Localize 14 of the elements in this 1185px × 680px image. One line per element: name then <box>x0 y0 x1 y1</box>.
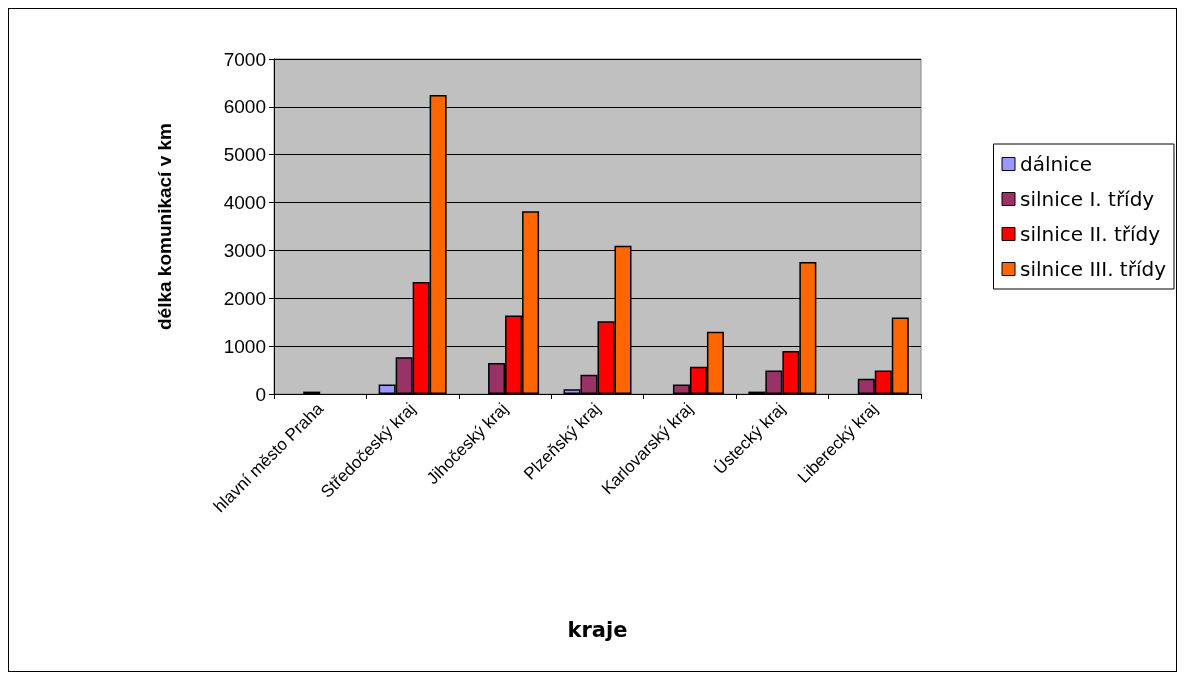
legend-label: silnice II. třídy <box>1020 222 1161 246</box>
legend-label: silnice III. třídy <box>1020 257 1167 281</box>
y-tick-label: 3000 <box>223 239 266 261</box>
y-tick-label: 0 <box>255 383 266 405</box>
y-tick-label: 1000 <box>223 335 266 357</box>
legend-label: silnice I. třídy <box>1020 187 1155 211</box>
legend-label: dálnice <box>1020 152 1093 176</box>
y-tick-label: 7000 <box>223 48 266 70</box>
y-tick-label: 2000 <box>223 287 266 309</box>
y-tick-label: 6000 <box>223 96 266 118</box>
y-axis-title: délka komunikací v km <box>154 123 175 330</box>
y-tick-label: 4000 <box>223 192 266 214</box>
y-tick-label: 5000 <box>223 144 266 166</box>
x-axis-title: kraje <box>567 617 628 642</box>
